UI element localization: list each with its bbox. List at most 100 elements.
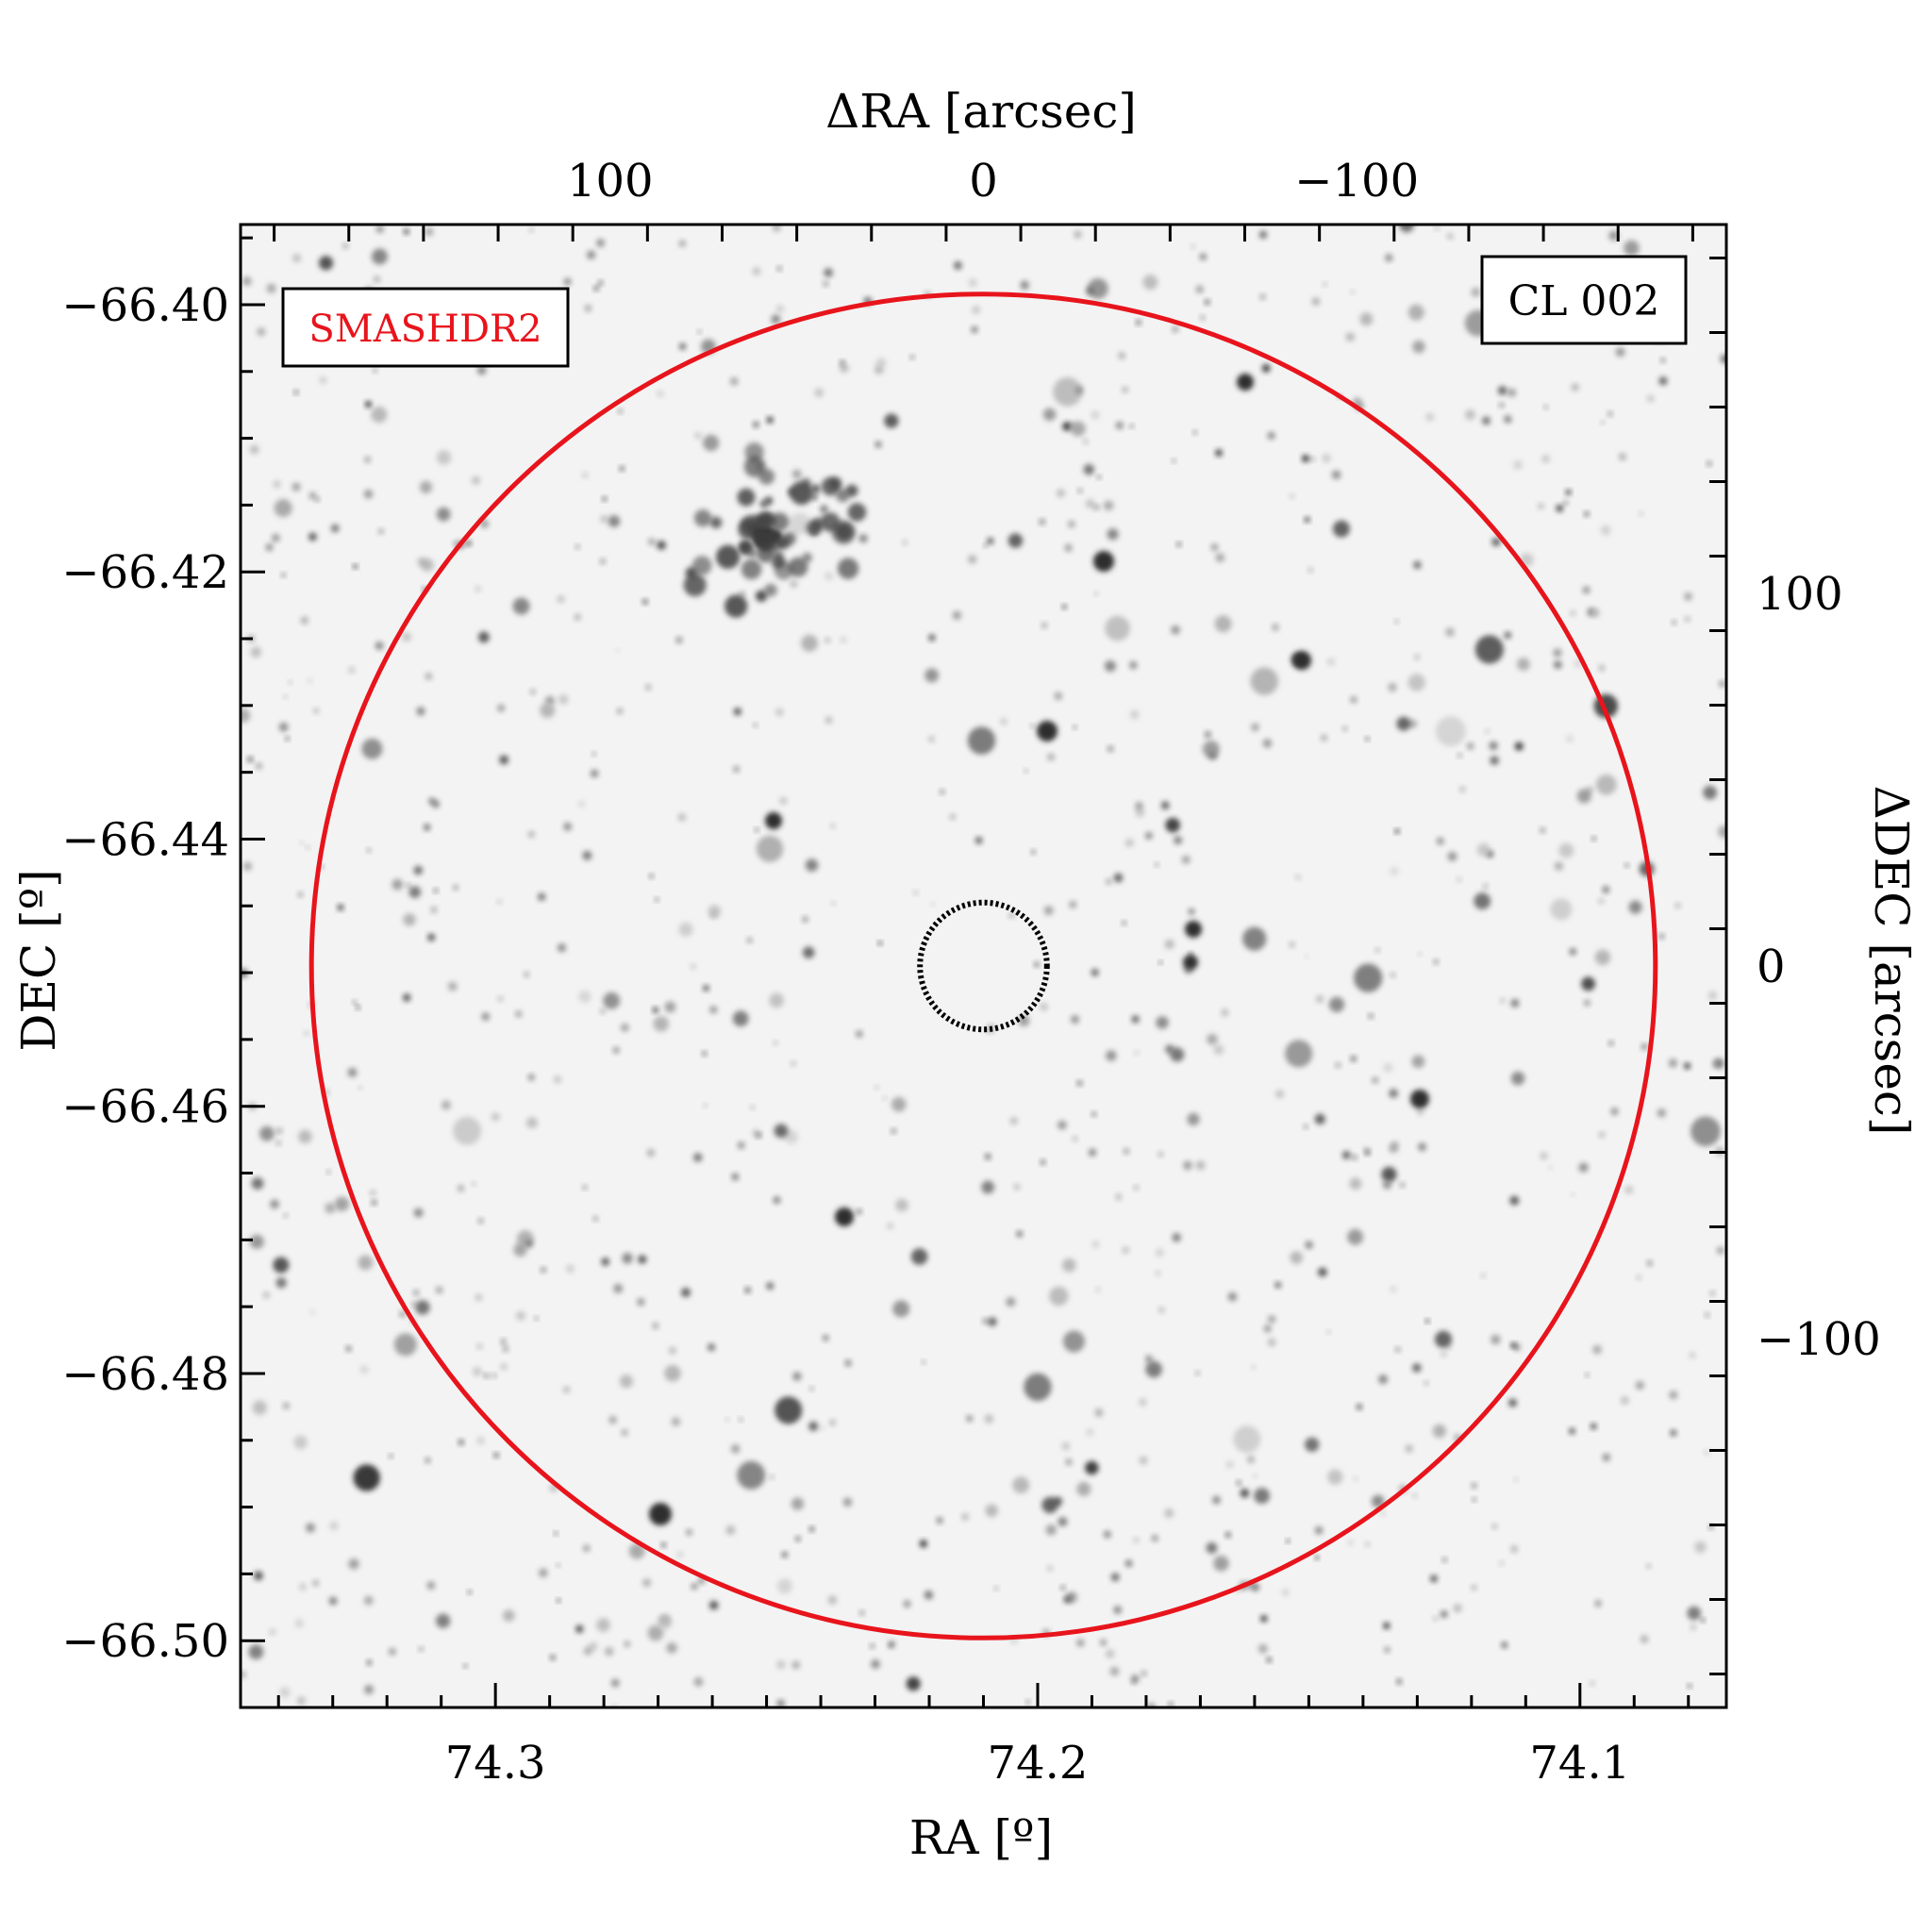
star bbox=[540, 1267, 547, 1274]
star bbox=[887, 1222, 894, 1230]
star bbox=[1043, 906, 1054, 916]
star bbox=[1328, 996, 1345, 1013]
star bbox=[352, 1000, 358, 1005]
star bbox=[1513, 1476, 1519, 1482]
star bbox=[1690, 1116, 1721, 1147]
star bbox=[1000, 717, 1008, 725]
star bbox=[702, 1051, 708, 1057]
star bbox=[685, 1528, 693, 1536]
star bbox=[496, 899, 502, 905]
star bbox=[1123, 1148, 1130, 1155]
star bbox=[766, 416, 774, 424]
star bbox=[566, 1264, 575, 1274]
star bbox=[1025, 1699, 1031, 1705]
star bbox=[325, 1202, 336, 1214]
star bbox=[703, 434, 720, 452]
star bbox=[524, 971, 530, 977]
star bbox=[1115, 1193, 1122, 1201]
star bbox=[1396, 716, 1411, 731]
star bbox=[247, 756, 254, 763]
star bbox=[1425, 412, 1434, 422]
star bbox=[1131, 1015, 1140, 1024]
star bbox=[1006, 1297, 1016, 1307]
star bbox=[1266, 1657, 1273, 1663]
star bbox=[840, 636, 847, 643]
outer-radius-circle bbox=[308, 291, 1658, 1641]
star bbox=[1510, 1071, 1525, 1086]
star bbox=[709, 1006, 718, 1014]
star bbox=[1390, 867, 1399, 876]
star bbox=[1263, 1324, 1272, 1333]
star bbox=[683, 574, 707, 597]
star bbox=[1646, 394, 1655, 403]
star bbox=[737, 488, 756, 507]
star bbox=[1474, 635, 1504, 664]
star bbox=[694, 432, 702, 440]
star bbox=[1240, 1488, 1250, 1498]
star bbox=[499, 755, 509, 765]
star bbox=[366, 1659, 373, 1666]
star bbox=[583, 1646, 592, 1656]
top-tick-label: −100 bbox=[1294, 155, 1419, 208]
star bbox=[708, 1600, 719, 1610]
star bbox=[1047, 1565, 1054, 1572]
star bbox=[293, 390, 299, 395]
star bbox=[1412, 1363, 1422, 1373]
star bbox=[274, 498, 292, 518]
star bbox=[952, 610, 962, 621]
star bbox=[613, 1283, 624, 1293]
survey-label: SMASHDR2 bbox=[308, 308, 541, 351]
star bbox=[1115, 421, 1124, 430]
star bbox=[971, 325, 978, 334]
star bbox=[1134, 1050, 1140, 1056]
star bbox=[1672, 620, 1677, 625]
star bbox=[608, 515, 621, 527]
star bbox=[1581, 976, 1595, 991]
star bbox=[1316, 994, 1324, 1004]
star bbox=[1620, 1396, 1629, 1405]
star bbox=[477, 1218, 484, 1224]
star bbox=[582, 850, 592, 860]
star bbox=[540, 702, 556, 719]
star bbox=[693, 1676, 704, 1687]
star bbox=[715, 544, 741, 569]
star bbox=[1274, 1281, 1282, 1289]
star bbox=[1390, 972, 1396, 978]
star bbox=[1602, 886, 1610, 894]
star bbox=[578, 800, 586, 808]
star bbox=[703, 985, 709, 991]
star bbox=[1658, 933, 1665, 940]
star bbox=[924, 668, 940, 683]
star bbox=[940, 789, 945, 795]
star bbox=[467, 1590, 473, 1594]
left-tick-label: −66.48 bbox=[61, 1348, 229, 1401]
star bbox=[1041, 622, 1048, 629]
star bbox=[262, 1291, 271, 1299]
star bbox=[1129, 660, 1138, 670]
left-tick-label: −66.42 bbox=[61, 546, 229, 599]
axis-ticks bbox=[241, 225, 1726, 1709]
star bbox=[1272, 624, 1279, 631]
star bbox=[596, 1618, 610, 1632]
star bbox=[308, 532, 317, 541]
star bbox=[1151, 1534, 1158, 1542]
star bbox=[691, 1583, 698, 1591]
star bbox=[1188, 908, 1195, 915]
star bbox=[500, 1339, 507, 1345]
star bbox=[582, 472, 589, 478]
star bbox=[891, 1128, 897, 1134]
star bbox=[1142, 275, 1158, 291]
star bbox=[1591, 836, 1596, 841]
star bbox=[372, 248, 388, 265]
star bbox=[725, 1525, 736, 1536]
star bbox=[1335, 1062, 1341, 1069]
star bbox=[1615, 347, 1625, 358]
star bbox=[366, 847, 372, 853]
star bbox=[1513, 459, 1523, 470]
star bbox=[906, 1676, 921, 1691]
star bbox=[743, 456, 766, 477]
star bbox=[1490, 756, 1499, 765]
star bbox=[447, 981, 458, 991]
star bbox=[641, 598, 648, 605]
star bbox=[1195, 1371, 1200, 1375]
